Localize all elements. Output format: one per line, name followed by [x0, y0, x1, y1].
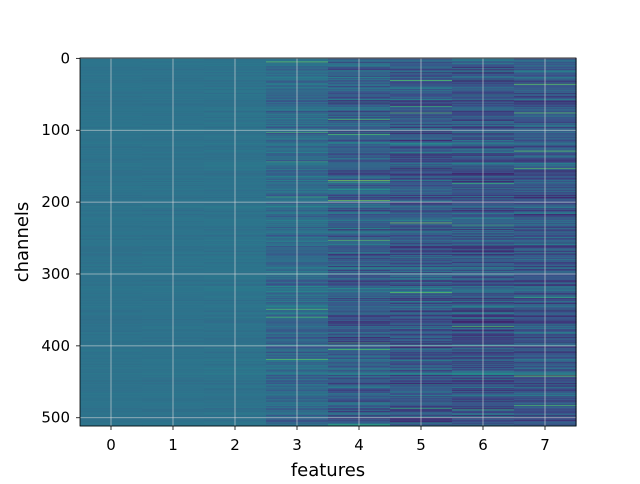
- x-axis-ticks: 0 1 2 3 4 5 6 7: [106, 426, 550, 454]
- x-axis-label: features: [291, 460, 365, 480]
- y-tick-label: 300: [41, 265, 70, 283]
- y-tick-label: 200: [41, 193, 70, 211]
- y-axis-ticks: 0 100 200 300 400 500: [41, 49, 80, 427]
- y-tick-label: 0: [60, 49, 70, 67]
- y-tick-label: 100: [41, 121, 70, 139]
- x-tick-label: 1: [168, 436, 178, 454]
- plot-frame: [79, 57, 577, 427]
- y-tick-label: 500: [41, 409, 70, 427]
- x-tick-label: 4: [354, 436, 364, 454]
- x-tick-label: 3: [292, 436, 302, 454]
- x-tick-label: 2: [230, 436, 240, 454]
- x-tick-label: 0: [106, 436, 116, 454]
- heatmap-cells: [80, 58, 577, 427]
- x-tick-label: 7: [540, 436, 550, 454]
- y-axis-label: channels: [12, 202, 33, 283]
- x-tick-label: 5: [416, 436, 426, 454]
- grid-lines: [80, 57, 576, 426]
- y-tick-label: 400: [41, 337, 70, 355]
- x-tick-label: 6: [478, 436, 488, 454]
